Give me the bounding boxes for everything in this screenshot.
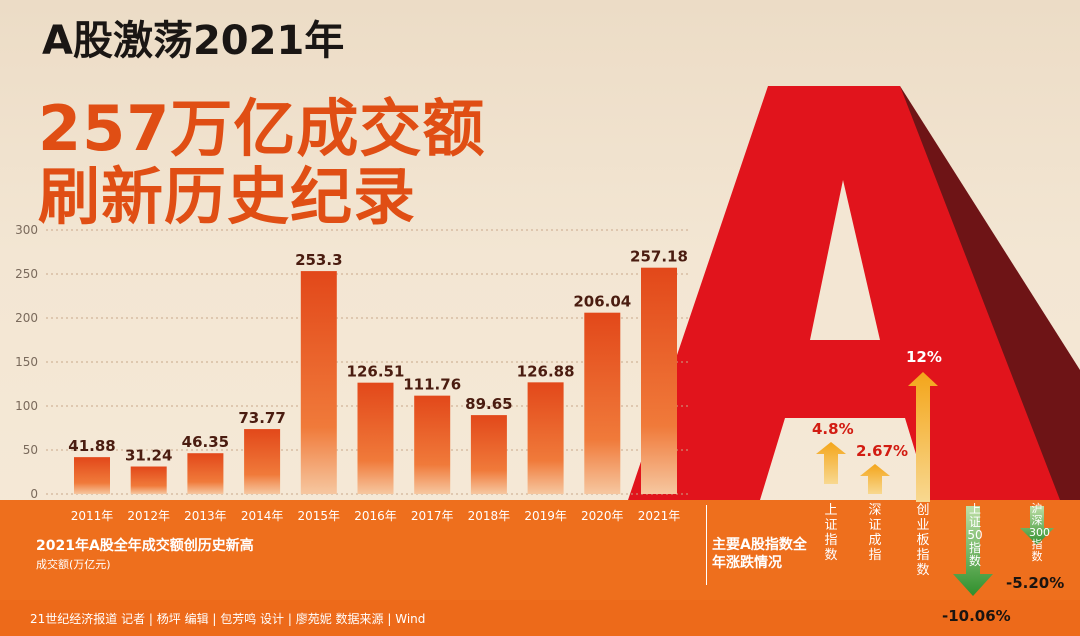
bar: [300, 271, 337, 494]
chart-y-axis: 0 50 100 150 200 250 300: [15, 223, 38, 501]
index-arrows: [816, 372, 1054, 596]
bar: [357, 382, 394, 494]
arrow-up-icon: [908, 372, 938, 502]
index-change-shangzheng: 4.8%: [812, 420, 854, 438]
index-name-shangzheng: 上证指数: [824, 503, 838, 563]
bar: [130, 466, 167, 494]
chart-y-axis-label: 成交额(万亿元): [36, 558, 111, 571]
bar-value-label: 73.77: [238, 409, 285, 427]
bar: [527, 382, 564, 494]
x-tick-label: 2013年: [184, 509, 227, 523]
bar: [187, 453, 224, 494]
y-tick-label: 150: [15, 355, 38, 369]
x-tick-label: 2014年: [241, 509, 284, 523]
bar-value-label: 206.04: [573, 293, 631, 311]
bar-value-label: 46.35: [182, 433, 229, 451]
y-tick-label: 300: [15, 223, 38, 237]
big-a-counter: [810, 180, 880, 340]
bar-value-label: 253.3: [295, 251, 342, 269]
arrow-up-icon: [860, 464, 890, 494]
bar: [470, 415, 507, 494]
arrow-down-icon: [1020, 506, 1054, 545]
index-change-shenzheng: 2.67%: [856, 442, 909, 460]
arrow-up-icon: [816, 442, 846, 484]
x-tick-label: 2021年: [638, 509, 681, 523]
index-change-chuangye: 12%: [906, 348, 942, 366]
index-name-chuangye: 创业板指数: [916, 503, 930, 578]
y-tick-label: 0: [30, 487, 38, 501]
headline-line-1: A股激荡2021年: [42, 18, 345, 64]
chart-value-labels: 41.88 31.24 46.35 73.77 253.3 126.51111.7689.…: [68, 248, 688, 465]
x-tick-label: 2019年: [524, 509, 567, 523]
bar-value-label: 126.88: [517, 362, 575, 380]
x-tick-label: 2018年: [468, 509, 511, 523]
index-panel-heading: 主要A股指数全年涨跌情况: [712, 537, 807, 571]
x-tick-label: 2015年: [298, 509, 341, 523]
index-change-hs300: -5.20%: [1006, 574, 1065, 592]
footer-strip: [0, 600, 1080, 636]
bar-value-label: 89.65: [465, 395, 512, 413]
bar: [244, 429, 281, 494]
index-change-sz50: -10.06%: [942, 607, 1011, 625]
arrow-down-icon: [953, 506, 993, 596]
x-tick-label: 2011年: [71, 509, 114, 523]
bar: [74, 457, 110, 494]
index-name-shenzheng: 深证成指: [868, 503, 882, 563]
x-tick-label: 2012年: [127, 509, 170, 523]
chart-title: 2021年A股全年成交额创历史新高: [36, 538, 254, 554]
bar: [414, 395, 451, 494]
chart-bars: [74, 267, 677, 494]
x-tick-label: 2017年: [411, 509, 454, 523]
y-tick-label: 200: [15, 311, 38, 325]
bar: [584, 312, 621, 494]
index-name-hs300: 沪深 300 指数: [1029, 502, 1050, 563]
panel-divider: [706, 505, 707, 585]
bar-value-label: 126.51: [347, 363, 405, 381]
y-tick-label: 100: [15, 399, 38, 413]
x-tick-label: 2020年: [581, 509, 624, 523]
bar-value-label: 257.18: [630, 248, 688, 266]
bar: [641, 267, 677, 494]
credits: 21世纪经济报道 记者 | 杨坪 编辑 | 包芳鸣 设计 | 廖苑妮 数据来源 …: [30, 612, 426, 626]
x-tick-label: 2016年: [354, 509, 397, 523]
bar-value-label: 41.88: [68, 437, 115, 455]
bar-value-label: 111.76: [403, 376, 461, 394]
headline-line-3: 刷新历史纪录: [38, 160, 417, 233]
chart-x-axis: 2011年 2012年 2013年 2014年 2015年 2016年 2017年 2018年…: [71, 509, 681, 523]
y-tick-label: 50: [23, 443, 38, 457]
index-name-sz50: 上证 50 指数: [967, 502, 983, 568]
bar-value-label: 31.24: [125, 447, 172, 465]
y-tick-label: 250: [15, 267, 38, 281]
headline-line-2: 257万亿成交额: [38, 92, 486, 165]
